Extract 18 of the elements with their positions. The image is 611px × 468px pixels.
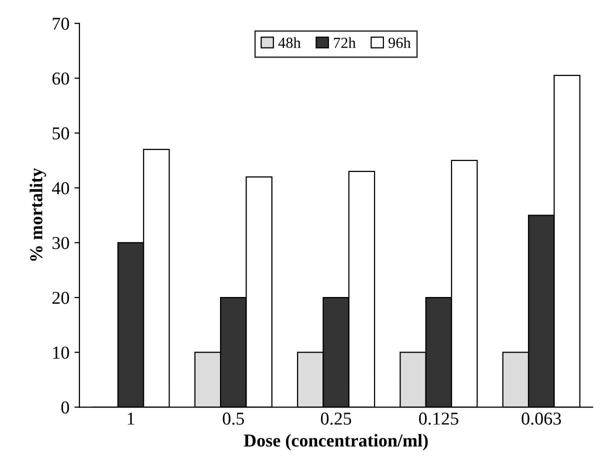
legend-label: 48h: [278, 37, 301, 48]
y-axis-title: % mortality: [30, 168, 46, 261]
x-tick-label: 0.063: [522, 412, 561, 425]
y-tick-label: 70: [52, 18, 70, 30]
y-tick-label: 10: [53, 346, 70, 359]
x-tick-label: 1: [128, 412, 134, 425]
y-tick-label: 0: [61, 401, 70, 414]
legend-label: 96h: [388, 37, 411, 48]
x-axis-title: Dose (concentration/ml): [244, 434, 428, 450]
y-tick-label: 60: [52, 72, 70, 85]
y-tick-label: 50: [52, 127, 70, 140]
x-tick-label: 0.125: [419, 412, 458, 425]
y-tick-label: 30: [52, 236, 70, 250]
x-tick-label: 0.5: [222, 412, 244, 425]
y-tick-label: 20: [52, 292, 70, 304]
x-tick-label: 0.25: [320, 412, 352, 425]
y-tick-label: 40: [52, 182, 70, 194]
legend-label: 72h: [334, 37, 356, 48]
